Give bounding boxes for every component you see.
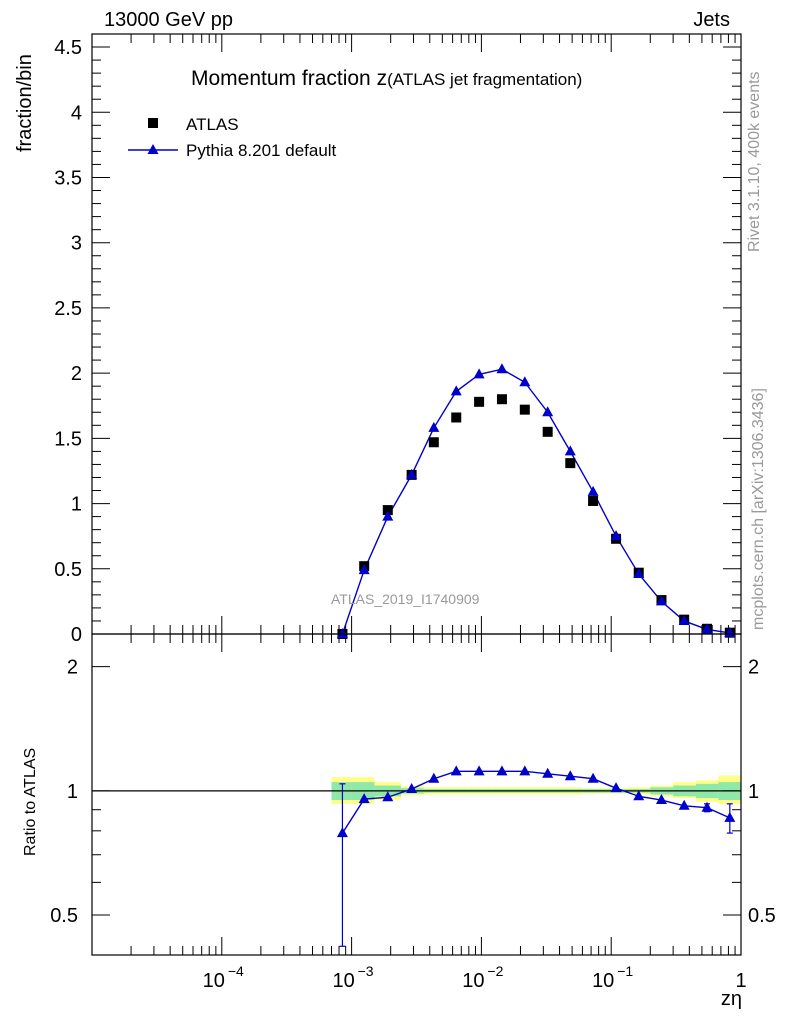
axis-ticks <box>91 33 742 956</box>
ratio-point <box>406 783 418 794</box>
ratio-plot-frame <box>91 633 742 956</box>
main-y-tick-label: 1 <box>71 494 82 516</box>
ratio-point <box>701 801 713 812</box>
pythia-point <box>610 530 622 541</box>
atlas-point <box>382 505 393 516</box>
atlas-point <box>428 437 439 448</box>
legend-atlas-marker <box>148 118 158 128</box>
x-tick-label-exponent: −4 <box>228 963 244 979</box>
pythia-point <box>428 421 440 432</box>
main-y-tick-label: 3.5 <box>54 167 82 189</box>
pythia-point <box>633 568 645 578</box>
main-plot-series <box>336 363 736 639</box>
ratio-y-tick-label-right: 0.5 <box>748 905 776 927</box>
ratio-point <box>382 791 394 802</box>
x-tick-label: 10 <box>332 970 354 992</box>
main-y-tick-label: 0 <box>71 624 82 646</box>
mcplots-label: mcplots.cern.ch [arXiv:1306.3436] <box>750 388 767 630</box>
ratio-y-tick-label-right: 1 <box>748 781 759 803</box>
x-tick-label: 10 <box>203 970 225 992</box>
chart-title: Momentum fraction z(ATLAS jet fragmentat… <box>191 67 582 91</box>
x-tick-label-exponent: −1 <box>617 963 633 979</box>
legend-atlas-label: ATLAS <box>186 115 239 134</box>
main-y-tick-label: 4 <box>71 102 82 124</box>
beam-energy-label: 13000 GeV pp <box>104 9 233 31</box>
analysis-id-label: ATLAS_2019_I1740909 <box>331 591 480 607</box>
main-y-tick-label: 1.5 <box>54 428 82 450</box>
legend-pythia-label: Pythia 8.201 default <box>186 141 337 160</box>
pythia-point <box>678 614 690 625</box>
pythia-point <box>358 564 370 575</box>
x-tick-label: 10 <box>592 970 614 992</box>
x-tick-label: 10 <box>462 970 484 992</box>
main-y-tick-label: 2.5 <box>54 298 82 320</box>
atlas-point <box>588 495 599 506</box>
pythia-point <box>701 623 713 634</box>
x-axis-label: zη <box>720 988 742 1010</box>
ratio-y-tick-label-left: 2 <box>67 657 78 679</box>
pythia-point <box>587 485 599 496</box>
ratio-point <box>450 765 462 776</box>
pythia-point <box>564 445 576 456</box>
x-tick-label-exponent: −3 <box>358 963 374 979</box>
process-label: Jets <box>693 9 730 31</box>
ratio-point <box>678 799 690 810</box>
main-y-axis-label: fraction/bin <box>14 54 36 152</box>
pythia-point <box>382 510 394 521</box>
ratio-point <box>655 794 667 805</box>
ratio-plot-series <box>336 765 736 947</box>
tick-labels: 10 −4 10 −3 10 −2 10 −1 100.511.522.533.544.50.5… <box>50 37 776 992</box>
ratio-y-tick-label-right: 2 <box>748 657 759 679</box>
chart-title-subtitle: (ATLAS jet fragmentation) <box>387 70 583 89</box>
ratio-point <box>473 765 485 776</box>
ratio-y-tick-label-left: 0.5 <box>50 905 78 927</box>
pythia-point <box>473 368 485 379</box>
pythia-point <box>542 406 554 417</box>
ratio-point <box>610 782 622 793</box>
pythia-point <box>450 385 462 396</box>
ratio-y-axis-label: Ratio to ATLAS <box>22 747 39 856</box>
main-y-tick-label: 2 <box>71 363 82 385</box>
atlas-point <box>542 426 553 437</box>
atlas-point <box>519 404 530 415</box>
ratio-point <box>519 765 531 776</box>
ratio-point <box>336 827 348 838</box>
ratio-point <box>428 772 440 783</box>
x-tick-label-exponent: −2 <box>487 963 503 979</box>
main-y-tick-label: 0.5 <box>54 559 82 581</box>
atlas-point <box>496 394 507 405</box>
pythia-point <box>496 363 508 374</box>
pythia-point <box>655 595 667 606</box>
ratio-uncertainty-bands <box>92 775 741 804</box>
pythia-point <box>519 376 531 387</box>
atlas-point <box>474 396 485 407</box>
pythia-point <box>336 628 348 638</box>
ratio-point <box>587 772 599 783</box>
ratio-point <box>542 767 554 778</box>
ratio-point <box>358 793 370 804</box>
chart-title-main: Momentum fraction z <box>191 67 388 90</box>
rivet-version-label: Rivet 3.1.10, 400k events <box>746 71 763 252</box>
main-y-tick-label: 4.5 <box>54 37 82 59</box>
ratio-y-tick-label-left: 1 <box>67 781 78 803</box>
atlas-point <box>451 412 462 423</box>
ratio-point <box>724 811 736 822</box>
main-y-tick-label: 3 <box>71 233 82 255</box>
ratio-point <box>633 790 645 801</box>
ratio-point <box>564 770 576 781</box>
atlas-point <box>565 458 576 469</box>
ratio-line <box>341 770 731 834</box>
ratio-point <box>496 765 508 776</box>
legend: ATLAS Pythia 8.201 default <box>128 115 337 160</box>
pythia-point <box>406 468 418 479</box>
x-tick-label: 1 <box>735 970 746 992</box>
legend-pythia-marker <box>147 144 159 154</box>
